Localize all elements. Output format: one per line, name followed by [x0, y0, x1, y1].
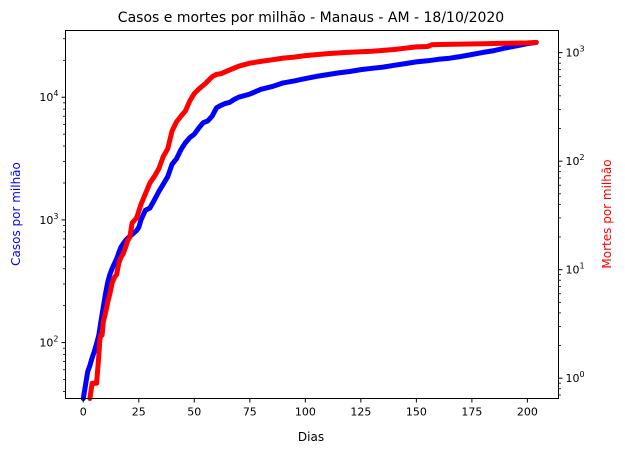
- y-axis-right: 100 101 102 103: [558, 45, 585, 396]
- plot-frame: [65, 30, 559, 399]
- y-axis-label-left: Casos por milhão: [9, 162, 23, 266]
- y-axis-left: 102 103 104: [39, 38, 66, 392]
- y-tick-label-left: 103: [39, 212, 58, 227]
- x-axis-label: Dias: [298, 430, 324, 444]
- x-tick-label: 150: [406, 406, 427, 419]
- y-tick-label-right: 100: [566, 370, 585, 385]
- y-axis-label-right: Mortes por milhão: [600, 159, 614, 268]
- x-tick-label: 100: [295, 406, 316, 419]
- y-tick-label-right: 103: [566, 45, 585, 60]
- plot-area: [65, 30, 559, 401]
- chart-title: Casos e mortes por milhão - Manaus - AM …: [118, 10, 504, 26]
- x-tick-label: 125: [350, 406, 371, 419]
- y-tick-label-right: 102: [566, 153, 585, 168]
- y-tick-label-left: 102: [39, 335, 58, 350]
- x-axis: 0 25 50 75 100 125 150 175 200: [80, 398, 538, 419]
- series-line-mortes: [87, 40, 539, 401]
- x-tick-label: 175: [461, 406, 482, 419]
- x-tick-label: 25: [132, 406, 146, 419]
- x-tick-label: 75: [243, 406, 257, 419]
- series-layer: [80, 39, 539, 401]
- x-tick-label: 200: [517, 406, 538, 419]
- series-line-casos: [80, 39, 539, 401]
- x-tick-label: 0: [80, 406, 87, 419]
- y-tick-label-right: 101: [566, 262, 585, 277]
- y-tick-label-left: 104: [39, 89, 58, 104]
- x-tick-label: 50: [187, 406, 201, 419]
